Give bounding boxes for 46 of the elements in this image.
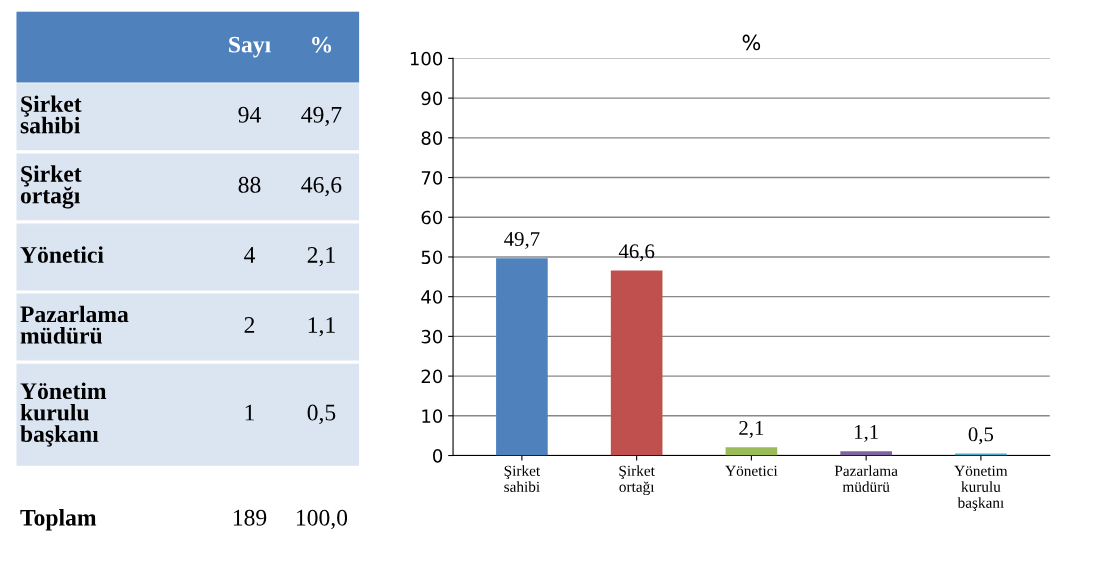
y-tick-label: 70: [421, 171, 443, 185]
data-label: 1,1: [854, 425, 878, 442]
text: 2,1: [307, 247, 335, 267]
y-tick-label: 30: [421, 329, 443, 344]
text: 49,7: [301, 106, 342, 127]
x-tick-label: Yönetici: [725, 465, 778, 476]
y-tick-label: 0: [433, 448, 443, 463]
text: 2: [244, 317, 255, 333]
category-label: Şirket sahibi: [20, 95, 82, 134]
y-tick-label: 80: [421, 131, 443, 145]
bar: [840, 451, 892, 456]
text: 1,1: [308, 317, 335, 337]
x-tick-label: Yönetim kurulu başkanı: [954, 465, 1008, 512]
text: Sayı: [229, 36, 271, 58]
x-tick-label: Pazarlama müdürü: [834, 465, 898, 492]
bar: [496, 258, 548, 456]
category-label: Toplam: [20, 509, 97, 531]
category-label: Yönetim kurulu başkanı: [20, 382, 107, 447]
data-label: 0,5: [968, 427, 994, 445]
text: 189: [233, 509, 267, 526]
x-tick-label: Şirket ortağı: [619, 465, 655, 496]
y-tick-label: 60: [421, 210, 443, 225]
y-tick-label: 40: [421, 290, 443, 304]
category-label: Pazarlama müdürü: [20, 305, 129, 344]
y-tick-label: 20: [421, 369, 443, 384]
y-tick-label: 10: [422, 409, 443, 423]
chart-title: %: [742, 34, 761, 51]
category-label: Şirket ortağı: [20, 165, 82, 209]
y-tick-label: 50: [421, 250, 443, 265]
bar: [610, 270, 663, 456]
y-tick-label: 90: [421, 91, 443, 106]
data-label: 49,7: [504, 231, 540, 249]
text: 4: [244, 247, 256, 263]
text: 46,6: [301, 176, 342, 197]
category-label: Yönetici: [20, 246, 104, 263]
text: 94: [238, 106, 261, 123]
text: 88: [238, 176, 261, 193]
text: 100,0: [296, 509, 348, 530]
text: %: [312, 36, 332, 53]
text: 1: [245, 404, 254, 421]
bar: [725, 447, 778, 456]
y-tick-label: 100: [410, 51, 443, 66]
text: 0,5: [307, 404, 336, 424]
data-label: 46,6: [618, 244, 655, 262]
data-label: 2,1: [739, 421, 764, 438]
x-tick-label: Şirket sahibi: [504, 465, 541, 492]
